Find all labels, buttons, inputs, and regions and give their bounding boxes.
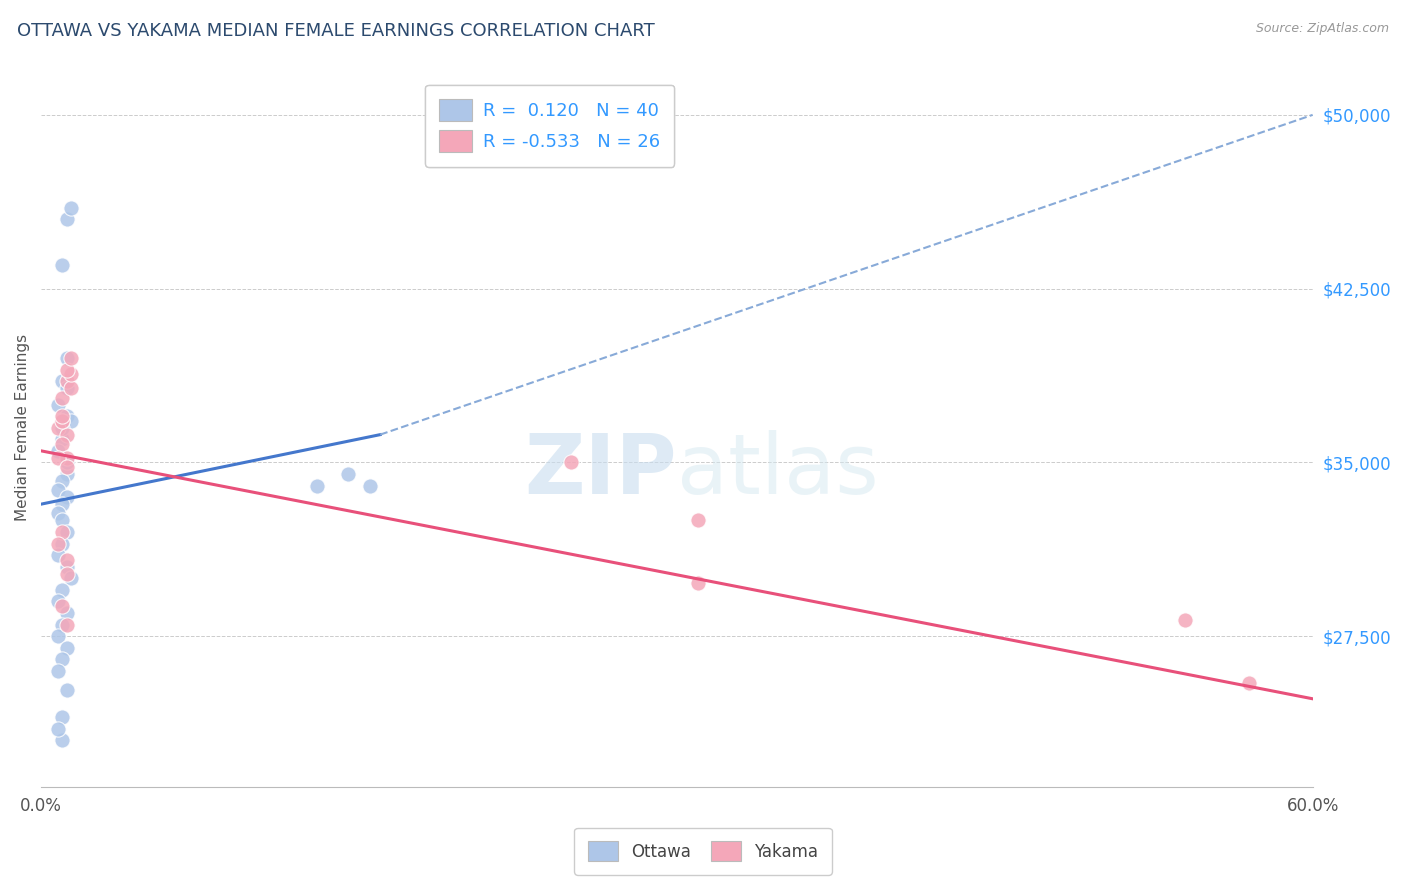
Point [51,710,73,724]
Point [46,507,69,521]
Point [59,351,82,366]
Point [46,443,69,458]
Point [51,582,73,597]
Point [51,414,73,428]
Point [55,640,77,655]
Point [51,391,73,405]
Point [55,363,77,377]
Point [305,478,328,492]
Point [51,652,73,666]
Point [46,450,69,465]
Point [51,599,73,613]
Text: atlas: atlas [676,430,879,511]
Point [55,606,77,620]
Point [55,524,77,539]
Point [55,617,77,632]
Point [46,664,69,678]
Point [51,474,73,488]
Point [59,414,82,428]
Point [51,432,73,446]
Point [59,571,82,585]
Point [55,381,77,395]
Point [59,368,82,382]
Point [55,682,77,697]
Point [59,201,82,215]
Point [55,455,77,469]
Point [51,259,73,273]
Point [359,478,381,492]
Point [686,513,709,527]
Point [51,617,73,632]
Point [51,409,73,423]
Point [55,559,77,574]
Point [46,483,69,498]
Point [51,733,73,747]
Point [1174,613,1197,627]
Text: Source: ZipAtlas.com: Source: ZipAtlas.com [1256,22,1389,36]
Point [55,460,77,475]
Point [337,467,360,481]
Point [46,420,69,434]
Point [1237,675,1260,690]
Y-axis label: Median Female Earnings: Median Female Earnings [15,334,30,521]
Point [46,536,69,550]
Point [55,409,77,423]
Point [51,375,73,389]
Point [55,212,77,227]
Point [46,397,69,411]
Legend: R =  0.120   N = 40, R = -0.533   N = 26: R = 0.120 N = 40, R = -0.533 N = 26 [425,85,675,167]
Point [51,437,73,451]
Point [46,629,69,643]
Point [51,420,73,434]
Point [51,513,73,527]
Point [51,536,73,550]
Point [55,490,77,504]
Point [55,375,77,389]
Point [560,455,582,469]
Point [55,351,77,366]
Point [51,497,73,511]
Point [46,548,69,562]
Text: ZIP: ZIP [524,430,676,511]
Point [46,594,69,608]
Point [59,381,82,395]
Text: OTTAWA VS YAKAMA MEDIAN FEMALE EARNINGS CORRELATION CHART: OTTAWA VS YAKAMA MEDIAN FEMALE EARNINGS … [17,22,655,40]
Point [686,576,709,591]
Point [51,414,73,428]
Point [55,566,77,581]
Point [55,553,77,567]
Point [55,467,77,481]
Point [55,427,77,442]
Point [46,722,69,736]
Point [55,450,77,465]
Point [51,524,73,539]
Legend: Ottawa, Yakama: Ottawa, Yakama [575,828,831,875]
